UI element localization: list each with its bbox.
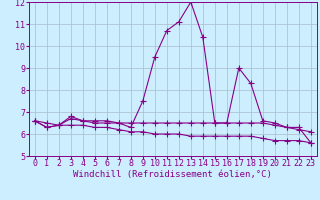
X-axis label: Windchill (Refroidissement éolien,°C): Windchill (Refroidissement éolien,°C)	[73, 170, 272, 179]
